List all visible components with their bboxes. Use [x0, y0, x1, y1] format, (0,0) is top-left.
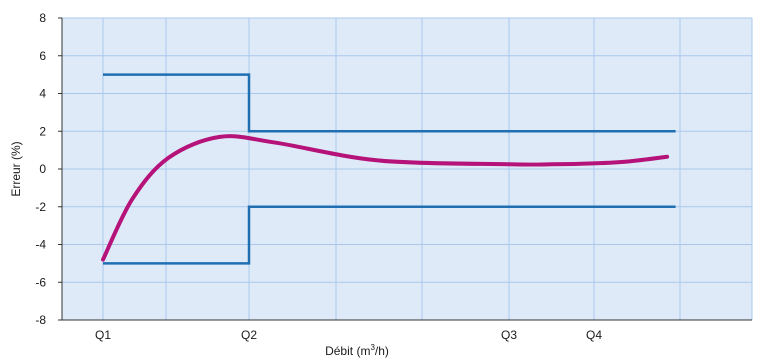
y-tick-label-4: 4 — [39, 87, 46, 101]
y-tick-label-neg2: -2 — [35, 200, 46, 214]
axes — [58, 17, 752, 321]
x-axis-label-end: /h) — [375, 344, 389, 358]
x-tick-label-q3: Q3 — [501, 328, 517, 342]
x-tick-labels: Q1 Q2 Q3 Q4 — [95, 328, 602, 342]
y-tick-label-2: 2 — [39, 124, 46, 138]
y-tick-label-8: 8 — [39, 11, 46, 25]
y-tick-label-neg8: -8 — [35, 313, 46, 327]
y-tick-label-neg4: -4 — [35, 238, 46, 252]
x-tick-label-q2: Q2 — [241, 328, 257, 342]
x-axis-label-start: Débit (m — [325, 344, 370, 358]
x-tick-label-q4: Q4 — [586, 328, 602, 342]
y-tick-label-0: 0 — [39, 162, 46, 176]
series-group — [101, 73, 676, 265]
y-tick-labels: 8 6 4 2 0 -2 -4 -6 -8 — [35, 11, 46, 327]
y-tick-label-neg6: -6 — [35, 275, 46, 289]
y-axis-label: Erreur (%) — [9, 141, 23, 196]
x-axis-label: Débit (m3/h) — [325, 343, 389, 358]
y-tick-label-6: 6 — [39, 49, 46, 63]
series-upper-limit — [103, 73, 676, 133]
x-axis-label-superscript: 3 — [370, 343, 375, 352]
x-tick-label-q1: Q1 — [95, 328, 111, 342]
series-lower-limit — [103, 205, 676, 265]
series-error-curve — [101, 134, 670, 262]
